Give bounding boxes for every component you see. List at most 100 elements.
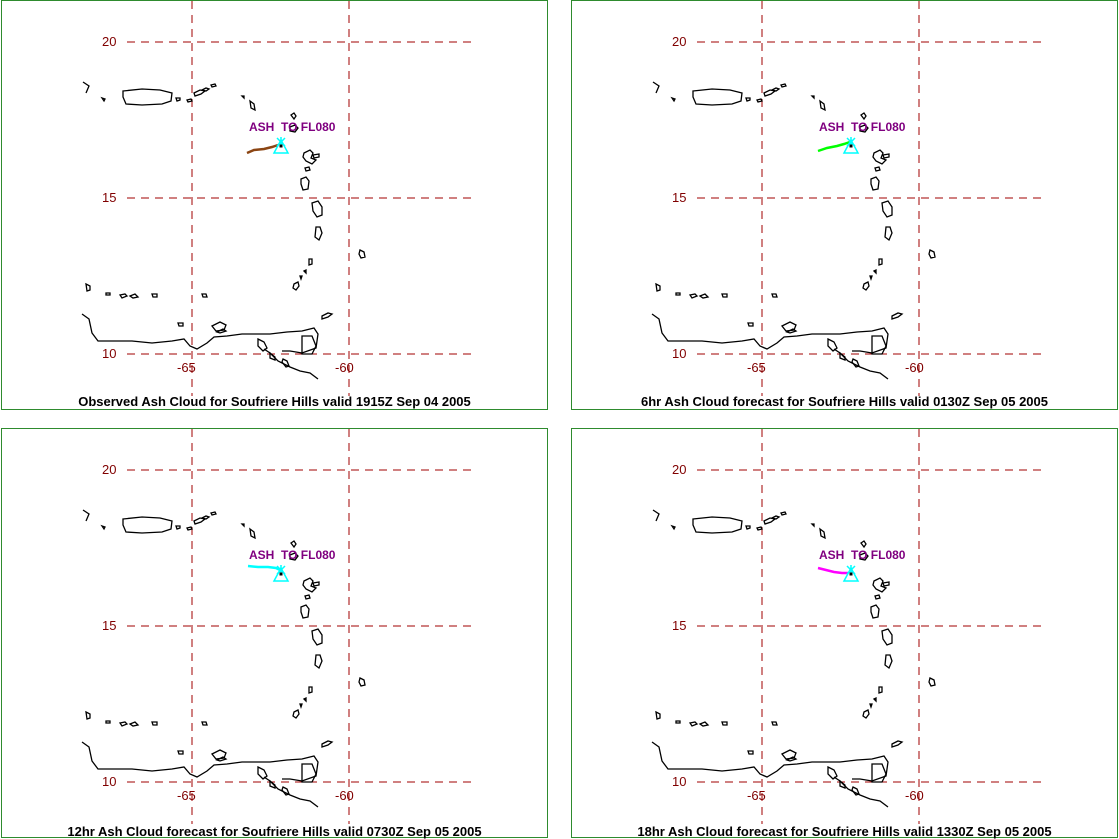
lon-label: -60: [335, 360, 354, 375]
coastline: [675, 292, 681, 296]
coastline: [249, 99, 256, 112]
lat-label: 10: [102, 774, 116, 789]
coastline: [128, 721, 140, 727]
coastline: [747, 750, 754, 755]
coastline: [688, 721, 699, 727]
coastline: [878, 686, 883, 694]
coastline: [308, 686, 313, 694]
panel-18hr: 20 15 10 -65 -60 ASH TO FL080 18hr Ash Cloud …: [571, 428, 1118, 839]
coastline: [785, 756, 798, 762]
coastline: [175, 525, 181, 530]
coastline: [771, 293, 778, 298]
coastline: [302, 577, 318, 593]
coastline: [314, 226, 323, 242]
coastline: [105, 292, 111, 296]
coastline: [300, 604, 310, 619]
coastline: [300, 176, 310, 191]
coastline: [186, 98, 193, 103]
map-18hr: 20 15 10 -65 -60 ASH TO FL080: [651, 429, 1042, 824]
map-observed: 20 15 10 -65 -60 ASH TO FL080: [81, 1, 472, 396]
coastline: [289, 552, 299, 561]
coastline: [827, 765, 838, 780]
coastline: [269, 779, 276, 789]
coastline: [670, 96, 676, 103]
coastline: [249, 527, 256, 540]
coastline: [290, 540, 297, 549]
coastline: [770, 87, 781, 92]
coastline: [193, 517, 207, 525]
lon-label: -65: [747, 360, 766, 375]
coastline: [881, 628, 893, 646]
coastline: [860, 540, 867, 549]
coastline: [851, 786, 860, 796]
coastline: [151, 721, 158, 726]
coastline: [301, 763, 317, 783]
coastline: [177, 322, 184, 327]
coastline: [177, 750, 184, 755]
coastline: [872, 696, 877, 703]
coastline: [872, 149, 888, 165]
coastline: [215, 328, 228, 334]
coastline: [186, 526, 193, 531]
coastline: [321, 740, 334, 748]
coastline: [193, 89, 207, 97]
lat-label: 15: [672, 618, 686, 633]
coastline: [891, 740, 904, 748]
coastline: [891, 312, 904, 320]
coastline: [85, 282, 91, 292]
coastline: [675, 720, 681, 724]
coastline: [201, 293, 208, 298]
coastline: [292, 281, 300, 291]
coastline: [763, 517, 777, 525]
coastline: [859, 124, 869, 133]
coastline: [670, 524, 676, 531]
coastline: [304, 166, 311, 172]
coastline: [872, 268, 877, 275]
ash-label: ASH TO FL080: [819, 120, 906, 134]
coastline: [780, 749, 797, 760]
coastline: [302, 696, 307, 703]
coastline: [692, 516, 743, 534]
panel-6hr: 20 15 10 -65 -60 ASH TO FL080 6hr Ash Cloud f…: [571, 0, 1118, 410]
coastline: [651, 313, 889, 354]
coastline: [770, 515, 781, 520]
caption-6hr: 6hr Ash Cloud forecast for Soufriere Hil…: [641, 394, 1048, 409]
lat-label: 20: [672, 462, 686, 477]
coastline: [118, 293, 129, 299]
coastline: [756, 98, 763, 103]
coastline: [928, 249, 936, 259]
coastline: [859, 552, 869, 561]
volcano-dot: [279, 572, 283, 576]
map-6hr: 20 15 10 -65 -60 ASH TO FL080: [651, 1, 1042, 396]
coastline: [358, 249, 366, 259]
coastline: [311, 628, 323, 646]
coastline: [100, 524, 106, 531]
coastline: [122, 88, 173, 106]
coastline: [692, 88, 743, 106]
coastline: [655, 282, 661, 292]
coastline: [240, 523, 245, 528]
coastline: [85, 710, 91, 720]
coastline: [819, 99, 826, 112]
lon-label: -65: [177, 360, 196, 375]
coastline: [175, 97, 181, 102]
coastline: [289, 124, 299, 133]
coastline: [881, 200, 893, 218]
ash-cloud: [817, 140, 851, 153]
lat-label: 10: [672, 774, 686, 789]
volcano-dot: [849, 572, 853, 576]
coastline: [200, 87, 211, 92]
coastline: [257, 337, 268, 352]
coastline: [780, 321, 797, 332]
coastline: [292, 709, 300, 719]
lat-label: 15: [672, 190, 686, 205]
coastline: [839, 779, 846, 789]
coastline: [688, 293, 699, 299]
coastline: [785, 328, 798, 334]
coastline: [302, 149, 318, 165]
lat-label: 20: [672, 34, 686, 49]
lat-label: 20: [102, 462, 116, 477]
coastline: [299, 275, 303, 282]
coastline: [884, 654, 893, 670]
coastline: [314, 654, 323, 670]
